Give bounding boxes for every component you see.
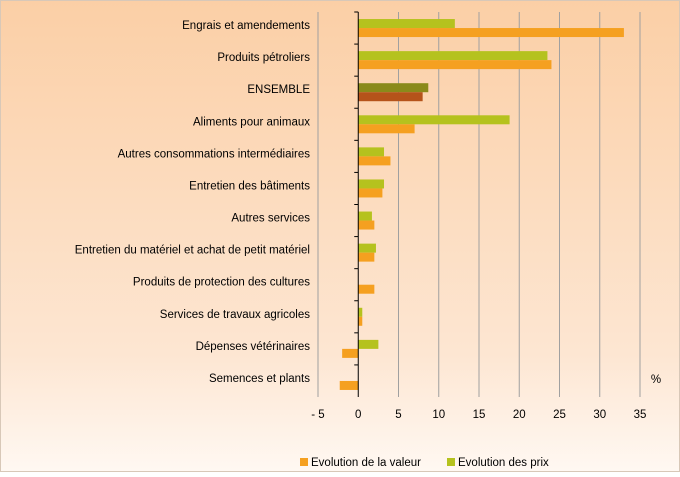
y-tick-label: Semences et plants xyxy=(209,373,310,385)
bar xyxy=(358,147,385,157)
x-tick-label: 35 xyxy=(634,409,647,421)
y-tick-label: Produits pétroliers xyxy=(217,52,310,64)
bar xyxy=(358,156,391,166)
y-tick-label: Entretien des bâtiments xyxy=(189,180,310,192)
bar xyxy=(339,380,359,390)
y-tick-label: Services de travaux agricoles xyxy=(160,309,310,321)
x-tick-label: 0 xyxy=(355,409,361,421)
x-tick-label: 15 xyxy=(473,409,486,421)
x-unit: % xyxy=(651,374,661,386)
bar xyxy=(358,188,383,198)
legend-label: Evolution des prix xyxy=(458,457,549,469)
bar xyxy=(358,124,415,134)
bar xyxy=(358,316,363,326)
bar xyxy=(358,243,376,253)
y-tick-label: Autres services xyxy=(231,213,310,225)
x-tick-label: 10 xyxy=(432,409,445,421)
y-tick-label: Entretien du matériel et achat de petit … xyxy=(75,245,310,257)
bar xyxy=(358,115,510,125)
bar xyxy=(358,284,375,294)
x-tick-label: - 5 xyxy=(311,409,324,421)
y-tick-label: Produits de protection des cultures xyxy=(133,277,310,289)
bar xyxy=(358,211,372,221)
legend-swatch xyxy=(300,458,308,466)
legend-label: Evolution de la valeur xyxy=(311,457,421,469)
bar xyxy=(342,348,359,358)
x-tick-label: 20 xyxy=(513,409,526,421)
bar xyxy=(358,339,379,349)
y-tick-label: Engrais et amendements xyxy=(182,20,310,32)
bar xyxy=(358,51,548,61)
y-tick-label: Autres consommations intermédiaires xyxy=(118,148,311,160)
bar xyxy=(358,83,429,93)
y-tick-label: Dépenses vétérinaires xyxy=(196,341,311,353)
bar xyxy=(358,307,363,317)
bar xyxy=(358,220,375,230)
bar xyxy=(358,28,624,38)
bar xyxy=(358,92,423,102)
bar xyxy=(358,179,385,189)
bar xyxy=(358,19,455,29)
x-tick-label: 25 xyxy=(553,409,566,421)
y-tick-label: Aliments pour animaux xyxy=(193,116,310,128)
y-tick-label: ENSEMBLE xyxy=(247,84,310,96)
x-tick-label: 5 xyxy=(395,409,401,421)
bar xyxy=(358,252,375,262)
x-tick-label: 30 xyxy=(593,409,606,421)
bar xyxy=(358,60,552,70)
legend-swatch xyxy=(447,458,455,466)
